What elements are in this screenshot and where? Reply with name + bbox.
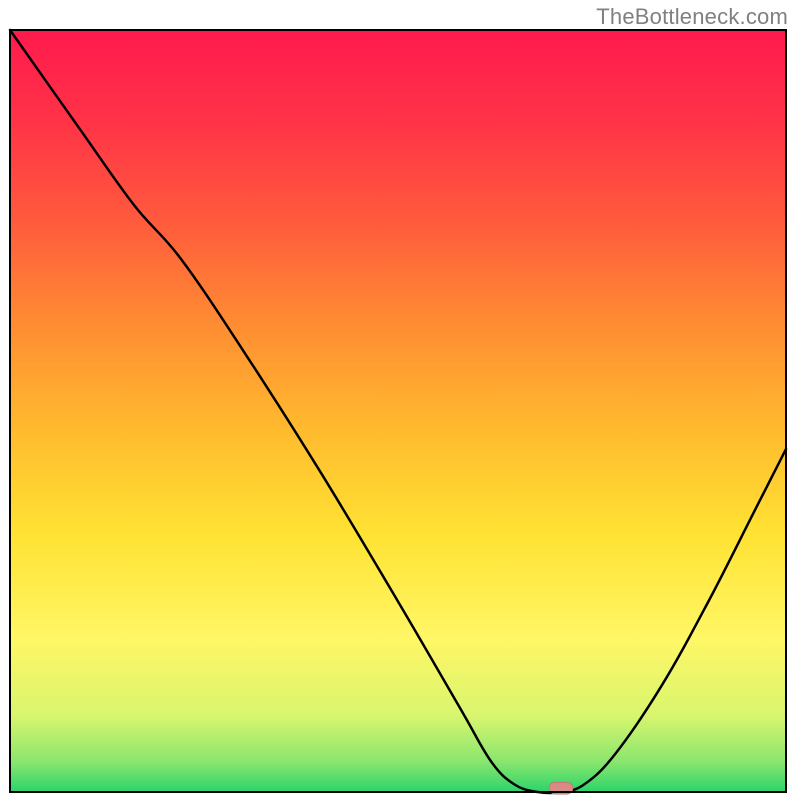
- chart-container: TheBottleneck.com: [0, 0, 800, 800]
- bottleneck-chart: [0, 0, 800, 800]
- plot-background: [10, 30, 786, 792]
